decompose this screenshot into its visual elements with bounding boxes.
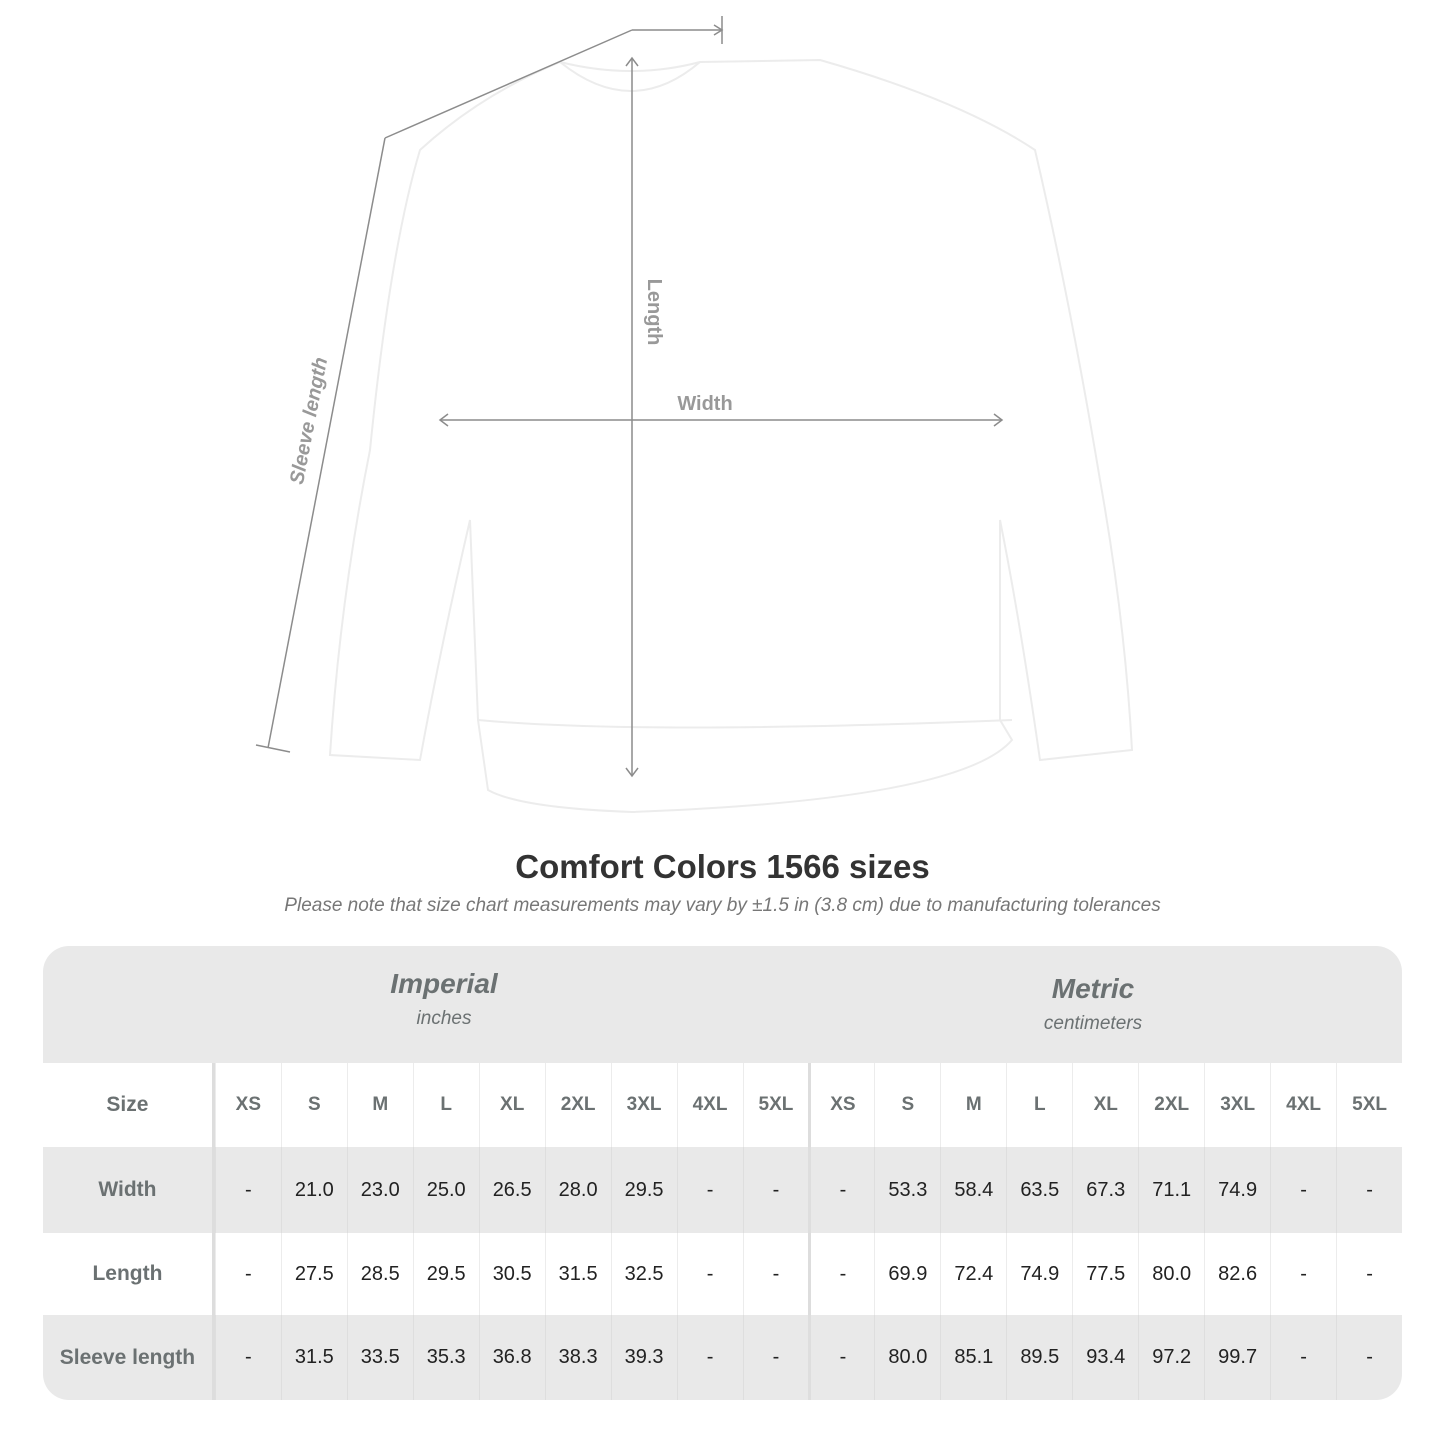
size-header-imperial: 2XL bbox=[544, 1063, 611, 1147]
imperial-value: 26.5 bbox=[478, 1147, 545, 1233]
metric-value: - bbox=[808, 1315, 874, 1400]
imperial-value: 28.5 bbox=[346, 1233, 413, 1315]
size-header-metric: M bbox=[940, 1063, 1006, 1147]
size-table: Imperial inches Metric centimeters Size X… bbox=[43, 946, 1402, 1400]
sleeve-length-label: Sleeve length bbox=[286, 355, 332, 486]
page-title: Comfort Colors 1566 sizes bbox=[515, 848, 930, 885]
size-header-row: Size XS S M L XL 2XL 3XL 4XL 5XL XS S M L XL 2XL 3XL 4XL 5… bbox=[43, 1063, 1402, 1147]
metric-value: 63.5 bbox=[1006, 1147, 1072, 1233]
size-header-metric: 5XL bbox=[1336, 1063, 1402, 1147]
row-label: Sleeve length bbox=[43, 1315, 215, 1400]
metric-value: - bbox=[1270, 1233, 1336, 1315]
sweatshirt-illustration bbox=[328, 58, 1134, 814]
size-header-imperial: XL bbox=[478, 1063, 545, 1147]
imperial-value: 35.3 bbox=[412, 1315, 479, 1400]
imperial-title: Imperial bbox=[390, 968, 498, 999]
imperial-value: - bbox=[742, 1147, 809, 1233]
metric-value: - bbox=[808, 1233, 874, 1315]
length-label: Length bbox=[643, 279, 665, 346]
metric-value: 77.5 bbox=[1072, 1233, 1138, 1315]
imperial-value: 36.8 bbox=[478, 1315, 545, 1400]
imperial-value: 27.5 bbox=[280, 1233, 347, 1315]
imperial-value: - bbox=[742, 1315, 809, 1400]
imperial-value: - bbox=[214, 1147, 281, 1233]
imperial-value: 21.0 bbox=[280, 1147, 347, 1233]
imperial-value: 25.0 bbox=[412, 1147, 479, 1233]
metric-value: 71.1 bbox=[1138, 1147, 1204, 1233]
metric-value: 89.5 bbox=[1006, 1315, 1072, 1400]
metric-value: - bbox=[1336, 1315, 1402, 1400]
size-header-imperial: L bbox=[412, 1063, 479, 1147]
size-header-metric: L bbox=[1006, 1063, 1072, 1147]
width-label: Width bbox=[677, 393, 732, 415]
imperial-value: 33.5 bbox=[346, 1315, 413, 1400]
metric-value: 99.7 bbox=[1204, 1315, 1270, 1400]
metric-value: - bbox=[1270, 1147, 1336, 1233]
metric-value: 74.9 bbox=[1006, 1233, 1072, 1315]
imperial-value: - bbox=[742, 1233, 809, 1315]
metric-value: - bbox=[1336, 1147, 1402, 1233]
imperial-value: - bbox=[214, 1315, 281, 1400]
imperial-group: Imperial inches bbox=[215, 968, 673, 1030]
size-header-metric: 2XL bbox=[1138, 1063, 1204, 1147]
size-label: Size bbox=[43, 1063, 215, 1147]
size-header-imperial: 3XL bbox=[610, 1063, 677, 1147]
metric-value: 93.4 bbox=[1072, 1315, 1138, 1400]
table-row: Width -21.0 23.0 25.0 26.5 28.0 29.5- - -53.3 58.… bbox=[43, 1147, 1402, 1233]
size-header-metric: XS bbox=[808, 1063, 874, 1147]
metric-value: 97.2 bbox=[1138, 1315, 1204, 1400]
imperial-unit: inches bbox=[416, 1008, 472, 1029]
imperial-value: 29.5 bbox=[412, 1233, 479, 1315]
imperial-value: 29.5 bbox=[610, 1147, 677, 1233]
metric-value: - bbox=[808, 1147, 874, 1233]
size-header-imperial: S bbox=[280, 1063, 347, 1147]
metric-value: 67.3 bbox=[1072, 1147, 1138, 1233]
metric-value: 74.9 bbox=[1204, 1147, 1270, 1233]
metric-value: 85.1 bbox=[940, 1315, 1006, 1400]
imperial-value: - bbox=[676, 1147, 743, 1233]
metric-title: Metric bbox=[1051, 973, 1135, 1004]
size-header-imperial: XS bbox=[214, 1063, 281, 1147]
size-header-imperial: M bbox=[346, 1063, 413, 1147]
metric-value: 80.0 bbox=[1138, 1233, 1204, 1315]
size-header-imperial: 4XL bbox=[676, 1063, 743, 1147]
imperial-value: - bbox=[214, 1233, 281, 1315]
metric-unit: centimeters bbox=[1043, 1013, 1143, 1034]
imperial-value: 23.0 bbox=[346, 1147, 413, 1233]
imperial-value: - bbox=[676, 1315, 743, 1400]
imperial-value: 30.5 bbox=[478, 1233, 545, 1315]
sweatshirt-diagram: Length Width Sleeve length bbox=[255, 16, 1134, 814]
metric-value: 69.9 bbox=[874, 1233, 940, 1315]
metric-group: Metric centimeters bbox=[809, 973, 1377, 1035]
metric-value: 80.0 bbox=[874, 1315, 940, 1400]
metric-value: 53.3 bbox=[874, 1147, 940, 1233]
size-header-imperial: 5XL bbox=[742, 1063, 809, 1147]
row-label: Length bbox=[43, 1233, 215, 1315]
table-row: Sleeve length -31.5 33.5 35.3 36.8 38.3 39.3- -… bbox=[43, 1315, 1402, 1400]
metric-value: - bbox=[1336, 1233, 1402, 1315]
imperial-value: 38.3 bbox=[544, 1315, 611, 1400]
size-header-metric: 3XL bbox=[1204, 1063, 1270, 1147]
imperial-value: 31.5 bbox=[280, 1315, 347, 1400]
imperial-value: 39.3 bbox=[610, 1315, 677, 1400]
imperial-value: 28.0 bbox=[544, 1147, 611, 1233]
tolerance-note: Please note that size chart measurements… bbox=[284, 895, 1161, 916]
metric-value: 58.4 bbox=[940, 1147, 1006, 1233]
metric-value: 72.4 bbox=[940, 1233, 1006, 1315]
sleeve-arrow bbox=[267, 137, 386, 749]
row-label: Width bbox=[43, 1147, 215, 1233]
table-row: Length -27.5 28.5 29.5 30.5 31.5 32.5- - -69.9 72… bbox=[43, 1233, 1402, 1315]
table-header: Imperial inches Metric centimeters bbox=[43, 946, 1402, 1063]
metric-value: 82.6 bbox=[1204, 1233, 1270, 1315]
size-header-metric: S bbox=[874, 1063, 940, 1147]
size-header-metric: XL bbox=[1072, 1063, 1138, 1147]
imperial-value: - bbox=[676, 1233, 743, 1315]
imperial-value: 32.5 bbox=[610, 1233, 677, 1315]
metric-value: - bbox=[1270, 1315, 1336, 1400]
size-header-metric: 4XL bbox=[1270, 1063, 1336, 1147]
imperial-value: 31.5 bbox=[544, 1233, 611, 1315]
